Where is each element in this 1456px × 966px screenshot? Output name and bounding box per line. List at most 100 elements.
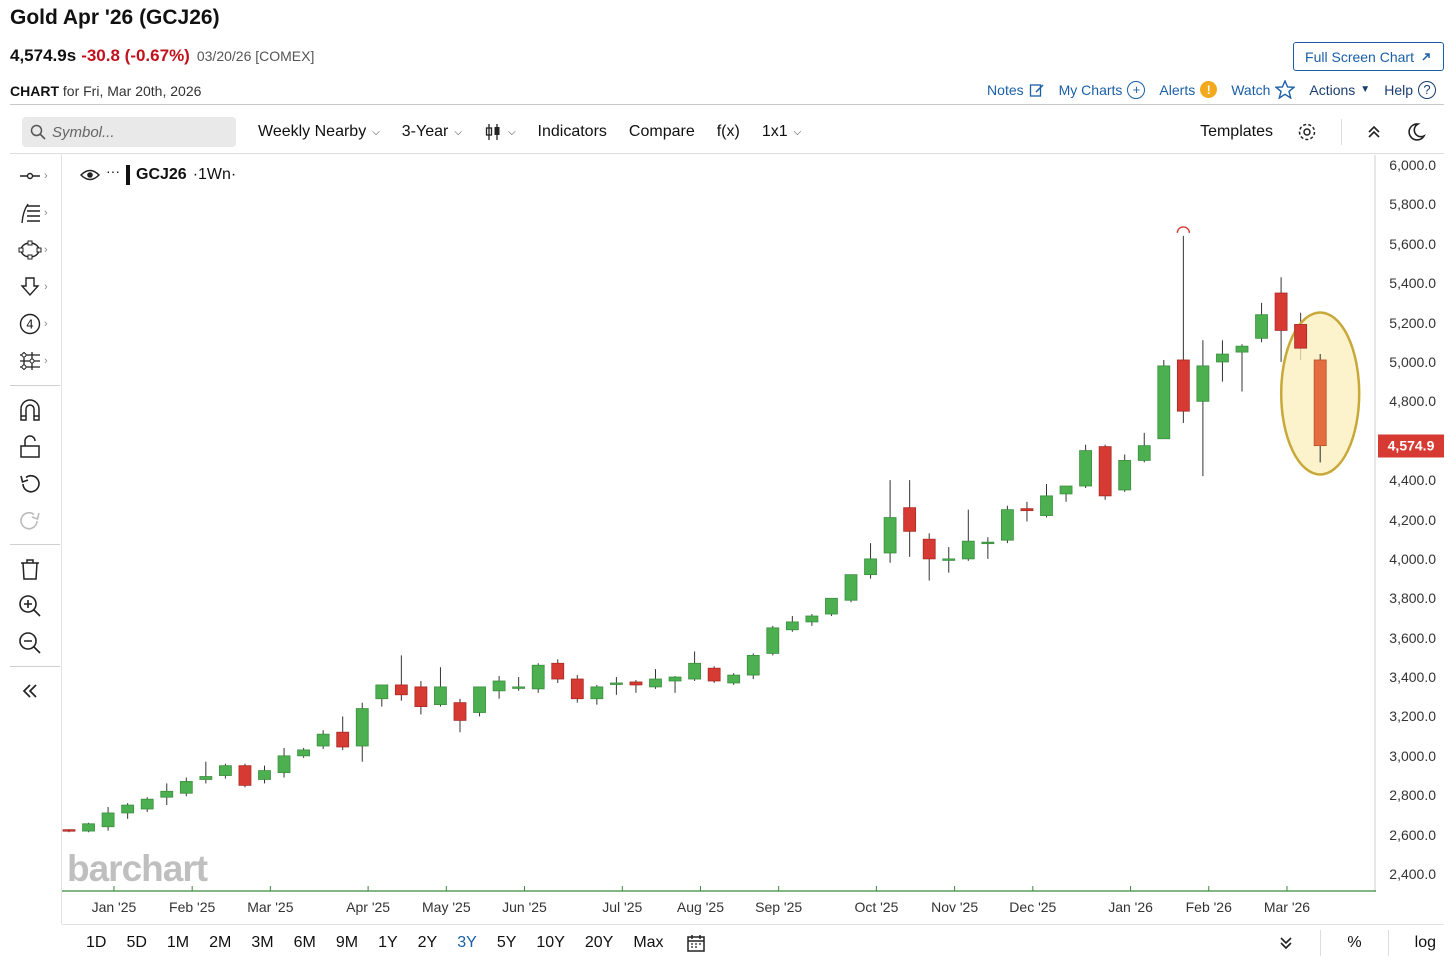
y-tick-label: 5,400.0 [1389,275,1436,292]
my-charts-link[interactable]: My Charts + [1059,80,1146,99]
candle-body [434,686,447,706]
fx-button[interactable]: f(x) [716,123,740,140]
range-button-20y[interactable]: 20Y [584,933,614,951]
candle-body [492,680,506,692]
range-button-6m[interactable]: 6M [293,933,316,951]
range-button-10y[interactable]: 10Y [536,933,565,951]
more-icon[interactable]: ··· [106,163,120,179]
candle-body [688,662,701,680]
range-button-1d[interactable]: 1D [86,933,107,951]
header-divider [10,104,1444,105]
sidebar-separator [10,666,60,667]
magnet-tool[interactable] [18,395,62,425]
range-button-2y[interactable]: 2Y [417,933,438,951]
help-link[interactable]: Help ? [1384,80,1436,99]
alert-icon: ! [1200,81,1218,98]
redo-button[interactable] [18,506,62,536]
candle-body [785,621,799,631]
indicators-button[interactable]: Indicators [537,123,607,140]
candle-body [668,676,682,682]
range-button-5d[interactable]: 5D [126,933,147,951]
candle-body [531,664,545,690]
alerts-link[interactable]: Alerts ! [1159,81,1218,98]
range-dropdown[interactable]: 3-Year ⌵ [401,123,462,140]
trash-icon [21,559,39,580]
range-button-1m[interactable]: 1M [166,933,190,951]
candle-body [101,812,115,828]
candle-body [1020,508,1034,512]
undo-button[interactable] [18,469,62,499]
candle-body [1176,359,1190,412]
candle-body [883,517,897,554]
compare-button[interactable]: Compare [628,123,695,140]
lock-tool[interactable] [18,432,62,462]
sidebar-separator [10,385,60,386]
eye-icon[interactable] [80,168,100,182]
double-chevron-left-icon [22,684,37,698]
zoom-in-icon [19,595,41,617]
edit-icon [1029,83,1044,97]
range-button-5y[interactable]: 5Y [496,933,517,951]
arrow-tool[interactable]: › [18,272,62,302]
shapes-tool[interactable]: › [18,235,62,265]
full-screen-chart-button[interactable]: Full Screen Chart [1293,42,1444,71]
candle-body [707,667,721,682]
zoom-out-button[interactable] [18,628,62,658]
candle-body [1216,353,1229,363]
magnet-icon [20,399,40,421]
candle-body [551,662,565,680]
zoom-in-button[interactable] [18,591,62,621]
y-tick-label: 5,600.0 [1389,235,1436,252]
legend-symbol: GCJ26 [136,166,187,183]
shape-icon [18,240,42,260]
layout-dropdown[interactable]: 1x1 ⌵ [761,123,802,140]
delete-drawings-button[interactable] [18,554,62,584]
candle-body [277,755,291,773]
watch-link[interactable]: Watch [1231,80,1296,99]
external-arrow-icon [1422,52,1430,61]
notes-link[interactable]: Notes [987,82,1045,98]
range-button-3y[interactable]: 3Y [457,933,477,951]
range-button-max[interactable]: Max [633,933,664,951]
price-axis[interactable]: 6,000.0 5,800.0 5,600.0 5,400.0 5,200.0 5,000… [1376,155,1444,892]
chevron-right-icon: › [44,281,48,293]
chevron-right-icon: › [44,170,48,182]
range-button-9m[interactable]: 9M [335,933,359,951]
candle-body [1059,485,1073,495]
fibonacci-tool[interactable]: › [18,198,62,228]
toolbar-divider [10,153,1444,154]
measure-icon [20,352,40,370]
counter-tool[interactable]: 4 › [18,309,62,339]
x-tick-label: Feb '25 [169,899,216,915]
range-button-1y[interactable]: 1Y [378,933,398,951]
x-tick-label: Nov '25 [931,899,979,915]
collapse-up-icon[interactable] [1366,124,1382,140]
percent-toggle[interactable]: % [1347,934,1362,951]
measure-tool[interactable]: › [18,346,62,376]
candle-body [590,686,604,700]
price-chart[interactable] [62,155,1376,892]
collapse-sidebar-button[interactable] [18,676,62,706]
chevron-down-icon: ⌵ [372,126,380,138]
chart-label: CHART [10,83,59,99]
dark-mode-icon[interactable] [1406,122,1426,142]
candle-body [160,790,174,798]
time-axis[interactable]: Jan '25 Feb '25 Mar '25 Apr '25 May '25 Jun '… [62,892,1376,922]
crosshair-tool[interactable]: › [18,161,62,191]
calendar-icon[interactable] [686,933,706,953]
x-tick-label: May '25 [422,899,471,915]
range-button-3m[interactable]: 3M [251,933,274,951]
symbol-search-input[interactable]: Symbol... [22,117,236,147]
candle-body [961,540,975,560]
gear-icon[interactable] [1297,122,1317,142]
chevron-right-icon: › [44,355,48,367]
y-tick-label: 4,400.0 [1389,472,1436,489]
period-dropdown[interactable]: Weekly Nearby ⌵ [258,123,380,140]
templates-button[interactable]: Templates [1200,123,1273,140]
candle-body [922,538,936,560]
double-chevron-down-icon[interactable] [1278,935,1294,951]
actions-dropdown[interactable]: Actions ▼ [1309,81,1371,98]
log-toggle[interactable]: log [1414,934,1436,951]
range-button-2m[interactable]: 2M [209,933,232,951]
chart-type-dropdown[interactable]: ⌵ [484,123,516,141]
